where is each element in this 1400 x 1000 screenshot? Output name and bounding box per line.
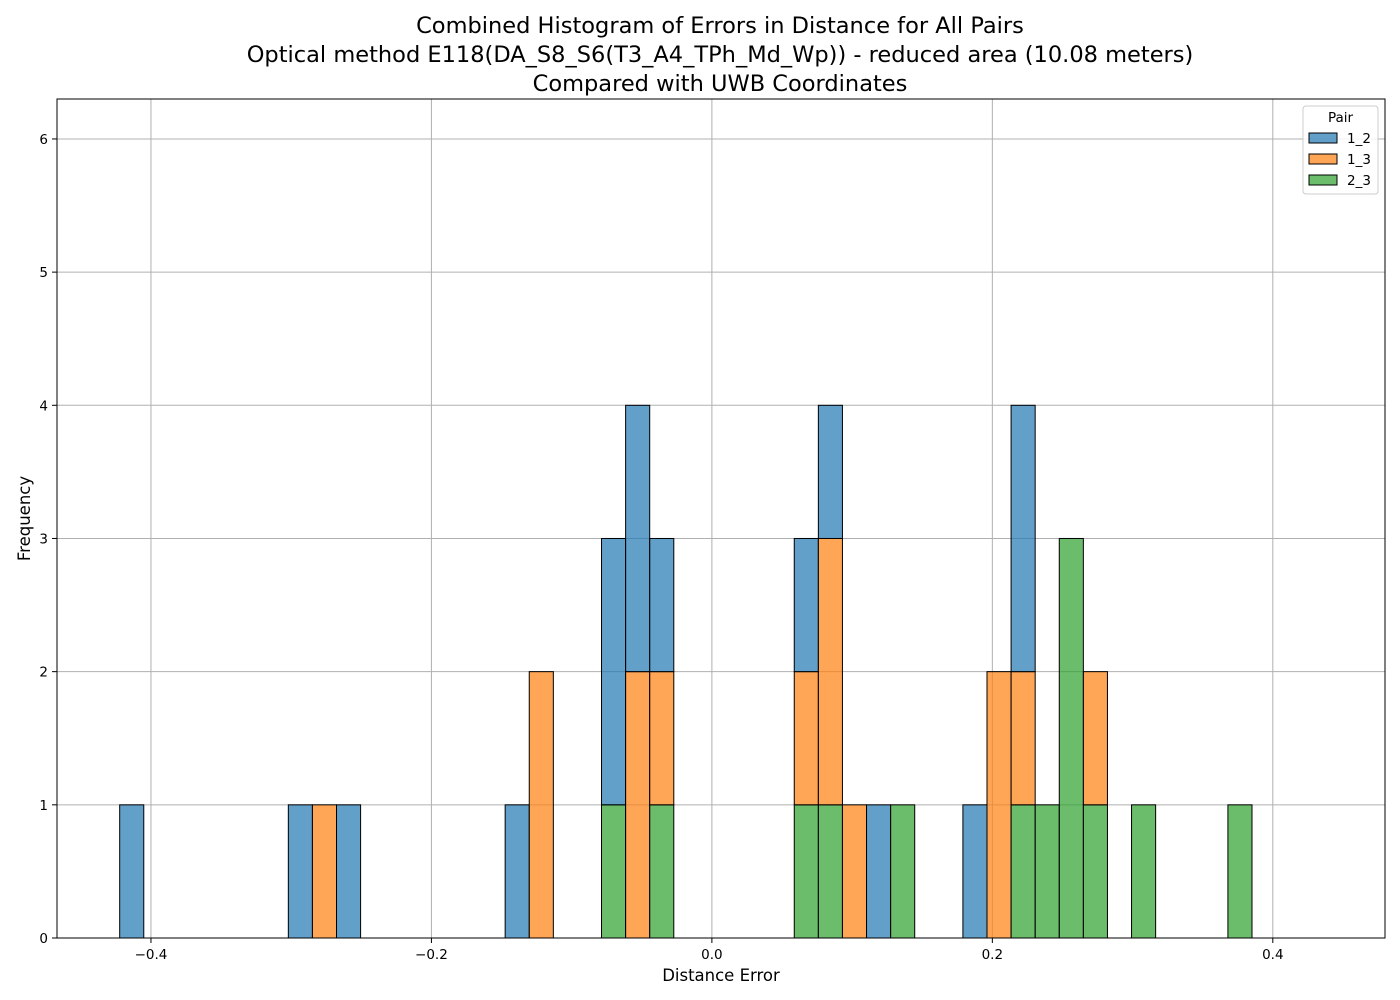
y-tick-label: 1 [39, 798, 48, 814]
grid [57, 99, 1385, 939]
legend: Pair 1_2 1_3 2_3 [1302, 105, 1379, 195]
bar-1-3-bin-28 [793, 671, 819, 806]
y-tick-label: 0 [39, 931, 48, 947]
bar-2-3-bin-22 [649, 804, 675, 939]
bar-1-2-bin-29 [817, 404, 843, 539]
legend-label-1-2: 1_2 [1347, 131, 1371, 147]
chart-title-line-2: Optical method E118(DA_S8_S6(T3_A4_TPh_M… [247, 42, 1194, 68]
x-axis-ticks: −0.4 −0.2 0.0 0.2 0.4 [135, 938, 1284, 963]
bar-1-2-bin-7 [287, 804, 313, 939]
bar-2-3-bin-20 [601, 804, 627, 939]
y-tick-label: 2 [39, 665, 48, 681]
y-axis-ticks: 0 1 2 3 4 5 6 [39, 132, 57, 947]
chart-title: Combined Histogram of Errors in Distance… [247, 13, 1194, 97]
bar-1-3-bin-37 [1010, 671, 1036, 806]
bar-1-2-bin-37 [1010, 404, 1036, 673]
bar-1-3-bin-40 [1082, 671, 1108, 806]
y-tick-label: 5 [39, 265, 48, 281]
legend-label-2-3: 2_3 [1347, 173, 1371, 189]
x-tick-label: 0.4 [1262, 947, 1283, 963]
y-tick-label: 3 [39, 531, 48, 547]
plot-frame [56, 98, 1386, 939]
legend-box [1302, 105, 1379, 195]
y-tick-label: 6 [39, 132, 48, 148]
bar-2-3-bin-38 [1034, 804, 1060, 939]
bar-1-3-bin-29 [817, 537, 843, 806]
bar-1-3-bin-21 [625, 671, 651, 939]
legend-title: Pair [1328, 110, 1354, 126]
bar-1-2-bin-16 [504, 804, 530, 939]
x-tick-label: 0.0 [701, 947, 722, 963]
bar-1-3-bin-36 [986, 671, 1012, 939]
legend-swatch-1-2 [1308, 132, 1338, 144]
bar-1-3-bin-30 [841, 804, 868, 939]
x-tick-label: −0.4 [135, 947, 168, 963]
chart-title-line-1: Combined Histogram of Errors in Distance… [416, 13, 1024, 39]
bars [119, 404, 1253, 939]
bar-1-3-bin-22 [649, 671, 675, 806]
bar-1-3-bin-17 [528, 671, 554, 939]
bar-1-2-bin-20 [601, 537, 627, 806]
y-tick-label: 4 [39, 398, 48, 414]
legend-label-1-3: 1_3 [1347, 152, 1371, 168]
bar-2-3-bin-37 [1010, 804, 1036, 939]
x-axis-label: Distance Error [662, 966, 780, 985]
chart-title-line-3: Compared with UWB Coordinates [533, 71, 908, 97]
x-tick-label: −0.2 [415, 947, 448, 963]
bar-2-3-bin-39 [1058, 537, 1084, 939]
bar-2-3-bin-29 [817, 804, 843, 939]
legend-swatch-2-3 [1308, 174, 1338, 186]
bar-1-2-bin-9 [336, 804, 362, 939]
bar-1-2-bin-35 [962, 804, 988, 939]
legend-swatch-1-3 [1308, 153, 1338, 165]
bar-1-2-bin-22 [649, 537, 675, 673]
bar-2-3-bin-32 [890, 804, 916, 939]
y-axis-label: Frequency [15, 476, 34, 561]
bar-1-2-bin-31 [866, 804, 892, 939]
bar-2-3-bin-46 [1227, 804, 1253, 939]
bar-1-2-bin-21 [625, 404, 651, 673]
bar-2-3-bin-40 [1082, 804, 1108, 939]
x-tick-label: 0.2 [982, 947, 1003, 963]
bar-1-2-bin-28 [793, 537, 819, 673]
bar-2-3-bin-28 [793, 804, 819, 939]
bar-2-3-bin-42 [1131, 804, 1157, 939]
bar-1-2-bin-0 [119, 804, 145, 939]
bar-1-3-bin-8 [311, 804, 338, 939]
